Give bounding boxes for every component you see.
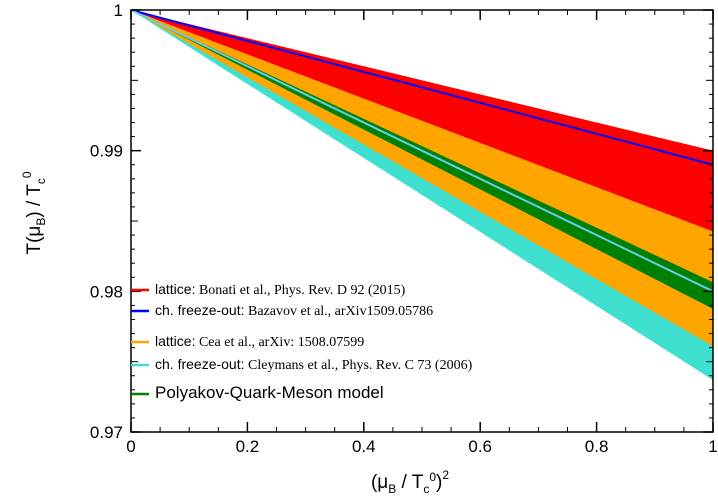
x-tick-label: 0 <box>126 437 135 456</box>
x-tick-label: 0.8 <box>585 437 609 456</box>
line-cleymans-center <box>130 9 714 293</box>
legend-ref: Bazavov et al., arXiv1509.05786 <box>245 304 434 319</box>
legend: lattice: Bonati et al., Phys. Rev. D 92 … <box>131 281 473 402</box>
lines <box>130 9 714 293</box>
band-pqm <box>131 10 713 309</box>
legend-item: lattice: Bonati et al., Phys. Rev. D 92 … <box>131 281 406 298</box>
legend-ref: Bonati et al., Phys. Rev. D 92 (2015) <box>195 283 405 298</box>
band-bonati <box>131 10 713 232</box>
x-axis-label-close: ) <box>436 472 442 493</box>
legend-item: lattice: Cea et al., arXiv: 1508.07599 <box>131 333 364 350</box>
legend-item: ch. freeze-out: Cleymans et al., Phys. R… <box>131 356 473 373</box>
legend-item: ch. freeze-out: Bazavov et al., arXiv150… <box>131 302 433 319</box>
line-bazavov <box>130 9 714 166</box>
band-cleymans <box>131 10 713 380</box>
legend-ref: Cea et al., arXiv: 1508.07599 <box>195 335 364 350</box>
y-axis-label: T(μB) / Tc0 <box>20 171 48 254</box>
x-axis-label-sub: B <box>388 482 396 496</box>
x-axis-label: (μB / Tc0)2 <box>371 468 449 496</box>
y-axis-label-sub: B <box>34 218 48 226</box>
x-axis-label-sup: 2 <box>442 468 449 482</box>
y-axis-label-pre: T(μ <box>24 226 45 255</box>
x-tick-label: 0.4 <box>352 437 376 456</box>
x-axis-label-open: (μ <box>371 472 388 493</box>
x-tick-label: 0.6 <box>468 437 492 456</box>
y-tick-label: 0.97 <box>90 423 123 442</box>
y-axis-label-sub2: c <box>34 178 48 184</box>
x-axis-label-sup0: 0 <box>429 470 436 484</box>
y-tick-label: 0.99 <box>90 142 123 161</box>
legend-label: Polyakov-Quark-Meson model <box>155 383 384 402</box>
legend-label: lattice: Cea et al., arXiv: 1508.07599 <box>155 333 364 350</box>
legend-label: ch. freeze-out: Cleymans et al., Phys. R… <box>155 356 473 373</box>
y-axis-label-mid: ) / T <box>24 184 45 218</box>
x-axis-label-sub2: c <box>423 482 429 496</box>
legend-label: lattice: Bonati et al., Phys. Rev. D 92 … <box>155 281 406 298</box>
legend-item: Polyakov-Quark-Meson model <box>131 383 384 402</box>
y-axis-label-sup: 0 <box>20 171 34 178</box>
legend-label: ch. freeze-out: Bazavov et al., arXiv150… <box>155 302 433 319</box>
x-tick-label: 1 <box>708 437 717 456</box>
x-tick-label: 0.2 <box>236 437 260 456</box>
x-axis-label-mid: / T <box>396 472 423 493</box>
legend-ref: Cleymans et al., Phys. Rev. C 73 (2006) <box>245 358 473 373</box>
y-tick-label: 0.98 <box>90 282 123 301</box>
ticks: 0 0.2 0.4 0.6 0.8 1 0.97 0.98 0.99 1 <box>90 1 718 456</box>
bands <box>131 10 713 380</box>
band-cea <box>131 10 713 347</box>
y-tick-label: 1 <box>114 1 123 20</box>
